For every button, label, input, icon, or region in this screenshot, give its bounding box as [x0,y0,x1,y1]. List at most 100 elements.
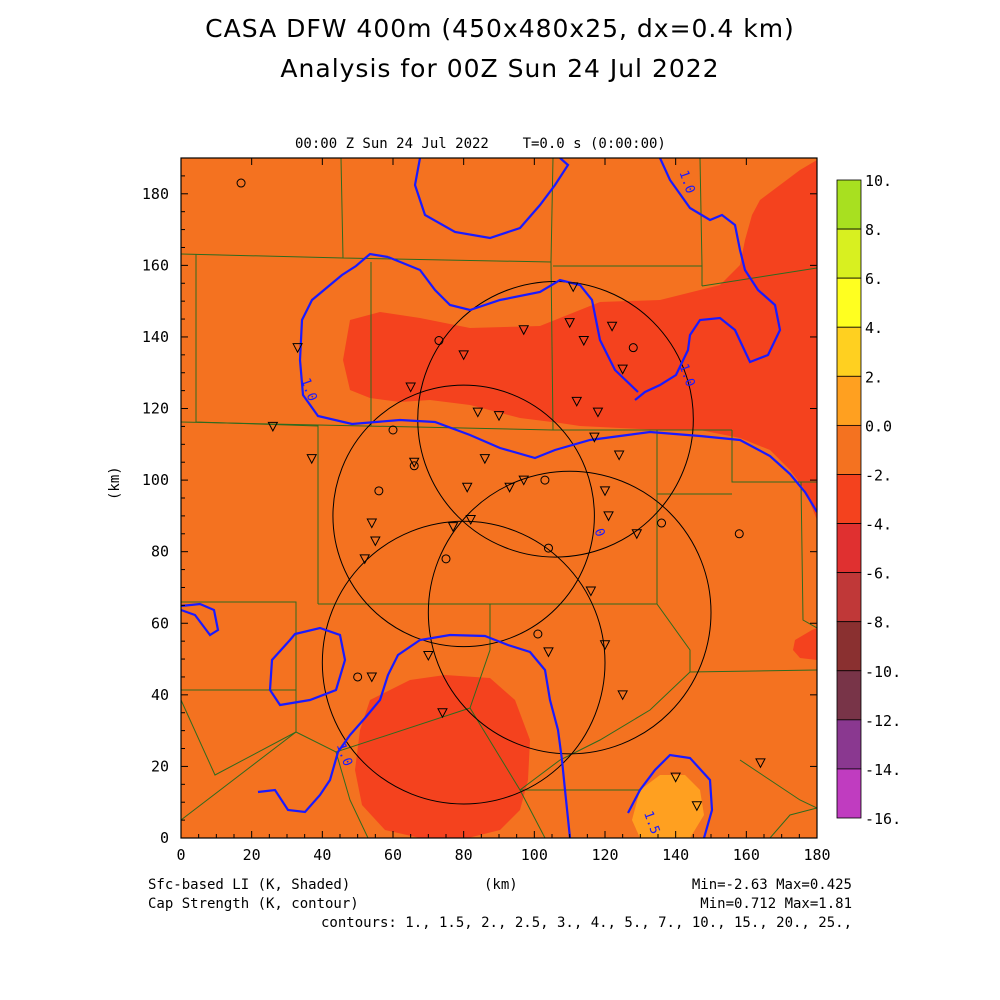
triangle-station-marker [571,396,583,407]
triangle-station-marker [518,325,530,336]
x-tick-label: 140 [662,846,689,864]
triangle-station-marker [267,421,279,432]
triangle-station-marker [458,350,469,361]
colorbar-swatch [836,474,862,524]
contour-1-southwest [181,602,220,637]
triangle-station-marker [306,454,318,465]
y-tick-label: 80 [151,543,169,561]
triangle-station-marker [292,343,303,354]
triangle-station-marker [437,708,448,719]
triangle-station-marker [617,364,628,375]
colorbar-label: 6. [865,270,883,288]
triangle-station-marker [567,282,579,293]
triangle-station-marker [543,647,554,658]
colorbar-label: 8. [865,221,883,239]
triangle-station-marker [493,411,505,422]
triangle-station-marker [447,522,459,533]
radar-ring [332,384,595,648]
contour-field-label: Cap Strength (K, contour) [148,896,359,912]
x-tick-label: 120 [591,846,618,864]
circle-station-marker [374,486,384,496]
colorbar-swatch [836,326,862,377]
radar-rings [321,280,712,805]
circle-station-marker [543,543,553,553]
colorbar-label: -14. [865,761,901,779]
contour-1-west [298,252,817,513]
y-tick-label: 60 [151,614,169,632]
colorbar-swatch [836,572,862,623]
x-tick-label: 0 [176,846,185,864]
colorbar-swatch [836,768,862,819]
y-axis: 0 20 40 60 80 100 120 140 160 180 [142,157,817,847]
y-tick-label: 0 [160,829,169,847]
triangle-station-marker [370,536,381,547]
triangle-station-marker [599,640,611,651]
triangle-station-marker [755,758,766,769]
radar-ring [427,470,712,755]
x-axis-label: (km) [484,877,518,893]
triangle-station-marker [465,514,477,526]
triangle-station-marker [691,801,703,812]
colorbar-swatch [836,424,862,475]
y-tick-label: 40 [151,686,169,704]
x-tick-label: 40 [313,846,331,864]
triangle-station-marker [592,407,604,418]
y-tick-label: 20 [151,757,169,775]
chart-title: CASA DFW 400m (450x480x25, dx=0.4 km) [205,14,795,43]
contour-minmax: Min=0.712 Max=1.81 [700,896,852,912]
contour-1-north [413,158,570,240]
y-axis-label: (km) [107,466,123,500]
colorbar-swatch [836,670,862,721]
colorbar-swatch [836,375,862,426]
triangle-station-marker [518,475,530,486]
li-region-minus2-south [355,675,530,838]
triangle-station-marker [423,650,434,662]
circle-station-marker [734,529,744,539]
shaded-minmax: Min=-2.63 Max=0.425 [691,877,852,893]
shaded-field-label: Sfc-based LI (K, Shaded) [148,877,351,893]
circle-station-marker [533,629,543,639]
x-tick-label: 180 [803,846,830,864]
cap-strength-contours [181,158,817,838]
circle-station-marker [628,343,638,353]
station-markers [236,178,766,812]
contour-1-west-upper [387,255,639,393]
colorbar-label: -2. [865,466,892,484]
triangle-station-marker [585,586,597,597]
y-tick-label: 160 [142,256,169,274]
y-tick-label: 140 [142,328,169,346]
triangle-station-marker [613,450,625,461]
triangle-station-marker [366,672,378,683]
triangle-station-marker [631,529,643,540]
colorbar-label: -12. [865,712,901,730]
li-region-zero [632,775,704,838]
circle-station-marker [434,336,444,346]
colorbar-label: -4. [865,516,892,534]
colorbar-swatch [836,228,862,279]
colorbar-label: -6. [865,565,892,583]
triangle-station-marker [359,554,371,565]
colorbar-label: -8. [865,614,892,632]
circle-station-marker [441,554,451,564]
colorbar-label: 10. [865,172,892,190]
colorbar-label: -10. [865,663,901,681]
colorbar-label: 0.0 [865,417,892,435]
triangle-station-marker [603,511,614,522]
y-tick-label: 100 [142,471,169,489]
colorbar-label: -16. [865,810,901,828]
county-lines [181,158,817,838]
x-tick-label: 80 [455,846,473,864]
colorbar-swatch [836,277,862,328]
x-tick-label: 100 [521,846,548,864]
circle-station-marker [409,461,419,471]
triangle-station-marker [617,690,628,701]
li-region-minus2-east [793,628,817,660]
contour-1-northeast [634,158,782,401]
circle-station-marker [657,518,667,528]
contour-levels: contours: 1., 1.5, 2., 2.5, 3., 4., 5., … [320,915,852,931]
triangle-station-marker [461,482,473,493]
triangle-station-marker [564,318,575,329]
colorbar-swatch [836,719,862,770]
triangle-station-marker [504,482,515,493]
